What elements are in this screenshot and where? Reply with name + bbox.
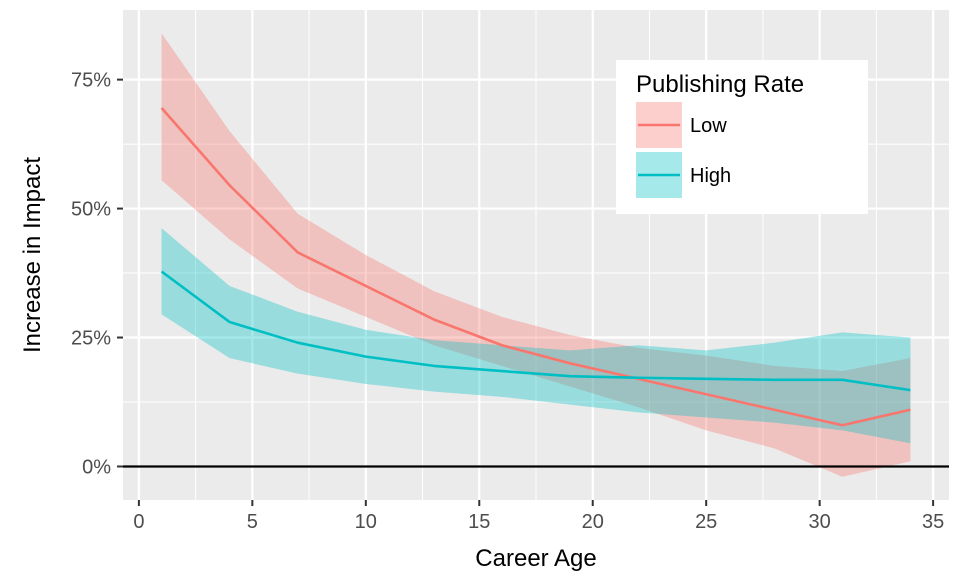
- y-axis-title: Increase in Impact: [19, 157, 46, 353]
- y-tick-label: 0%: [82, 456, 111, 478]
- legend-items: Low High: [636, 102, 731, 198]
- axes: 0 5 10 15 20 25 30 35 0% 25% 50% 75%: [71, 70, 944, 533]
- x-tick-label: 5: [247, 511, 258, 533]
- x-tick-label: 20: [582, 511, 604, 533]
- legend-box: [616, 60, 868, 214]
- series-line-low: [160, 107, 911, 427]
- y-tick-label: 25%: [71, 328, 111, 350]
- legend-label-low: Low: [690, 115, 727, 137]
- confidence-band-low: [161, 33, 911, 477]
- x-axis-title: Career Age: [475, 545, 596, 572]
- x-tick-label: 10: [355, 511, 377, 533]
- y-tick-label: 50%: [71, 199, 111, 221]
- x-tick-label: 35: [922, 511, 944, 533]
- x-tick-label: 0: [133, 511, 144, 533]
- series-lines: [123, 107, 949, 468]
- confidence-band-high: [161, 228, 911, 444]
- y-tick-label: 75%: [71, 70, 111, 92]
- legend-label-high: High: [690, 165, 731, 187]
- confidence-bands: [161, 33, 911, 477]
- x-tick-label: 25: [695, 511, 717, 533]
- x-tick-label: 15: [468, 511, 490, 533]
- legend: Publishing Rate Low High: [616, 60, 868, 214]
- legend-title: Publishing Rate: [636, 71, 804, 98]
- x-tick-label: 30: [809, 511, 831, 533]
- series-line-high: [160, 270, 911, 392]
